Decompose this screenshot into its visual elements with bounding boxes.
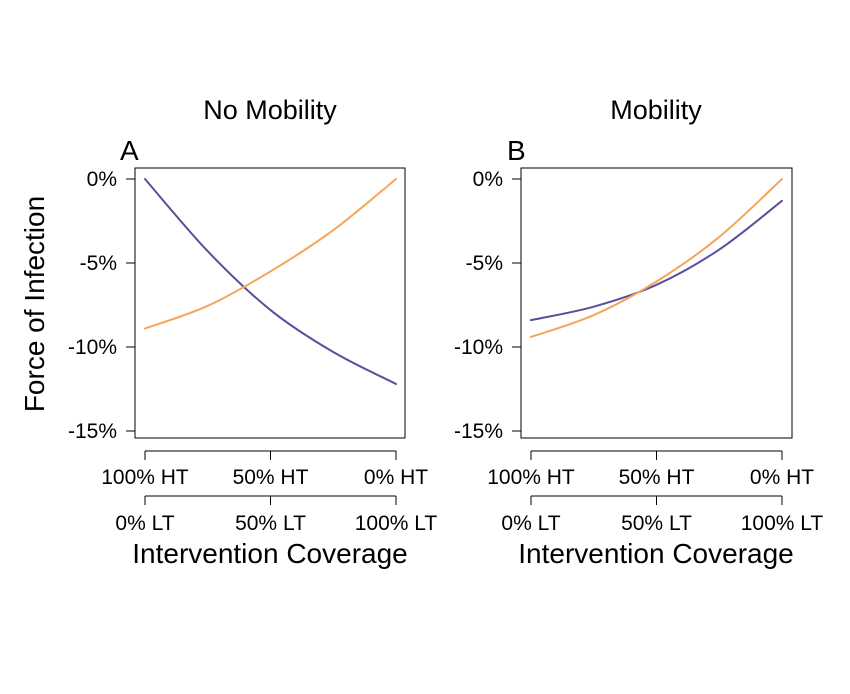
panel-a-letter: A [120,135,139,166]
panel-b-y-tick-label: -5% [466,252,503,275]
panel-b-plot-area [520,167,793,439]
y-axis-label: Force of Infection [19,196,50,412]
panel-a-series-line-purple [144,178,397,385]
panel-a-x-tick-label-ht: 0% HT [364,466,428,489]
panel-b-x-tick-label-ht: 100% HT [487,466,575,489]
panel-b-series-line-purple [530,199,783,322]
panel-b: Mobility B Intervention Coverage 0% -5% -1… [454,95,823,569]
panel-a-x-tick-label-lt: 100% LT [355,512,438,535]
panel-a-series [144,178,397,385]
panel-a-x-axis: 100% HT 50% HT 0% HT 0% LT 50% LT 100% LT [101,450,438,535]
panel-a-y-tick-label: -5% [80,252,117,275]
panel-b-y-axis: 0% -5% -10% -15% [454,168,521,443]
panel-b-x-tick-label-ht: 50% HT [619,466,695,489]
panel-a-title: No Mobility [203,95,337,125]
panel-a-plot-area [134,167,406,439]
panel-a-x-tick-label-lt: 50% LT [235,512,306,535]
panel-a-series-line-orange [144,178,397,330]
panel-b-series [530,178,783,338]
panel-a-x-tick-label-ht: 100% HT [101,466,189,489]
panel-b-x-tick-label-lt: 0% LT [501,512,560,535]
panel-a: No Mobility A Force of Infection Interve… [19,95,437,569]
panel-a-x-tick-label-lt: 0% LT [115,512,174,535]
panel-a-y-axis: 0% -5% -10% -15% [68,168,135,443]
panel-b-x-tick-label-ht: 0% HT [750,466,814,489]
panel-a-x-tick-label-ht: 50% HT [233,466,309,489]
panel-b-title: Mobility [610,95,702,125]
panel-b-y-tick-label: -10% [454,336,503,359]
panel-b-x-axis: 100% HT 50% HT 0% HT 0% LT 50% LT 100% LT [487,450,824,535]
panel-a-x-axis-label: Intervention Coverage [132,538,408,569]
panel-b-x-tick-label-lt: 100% LT [741,512,824,535]
panel-b-y-tick-label: 0% [473,168,503,191]
panel-b-letter: B [507,135,526,166]
panel-b-x-tick-label-lt: 50% LT [621,512,692,535]
panel-b-series-line-orange [530,178,783,338]
panel-b-x-axis-label: Intervention Coverage [518,538,794,569]
panel-a-y-tick-label: -10% [68,336,117,359]
panel-a-y-tick-label: -15% [68,420,117,443]
panel-a-y-tick-label: 0% [87,168,117,191]
panel-b-y-tick-label: -15% [454,420,503,443]
